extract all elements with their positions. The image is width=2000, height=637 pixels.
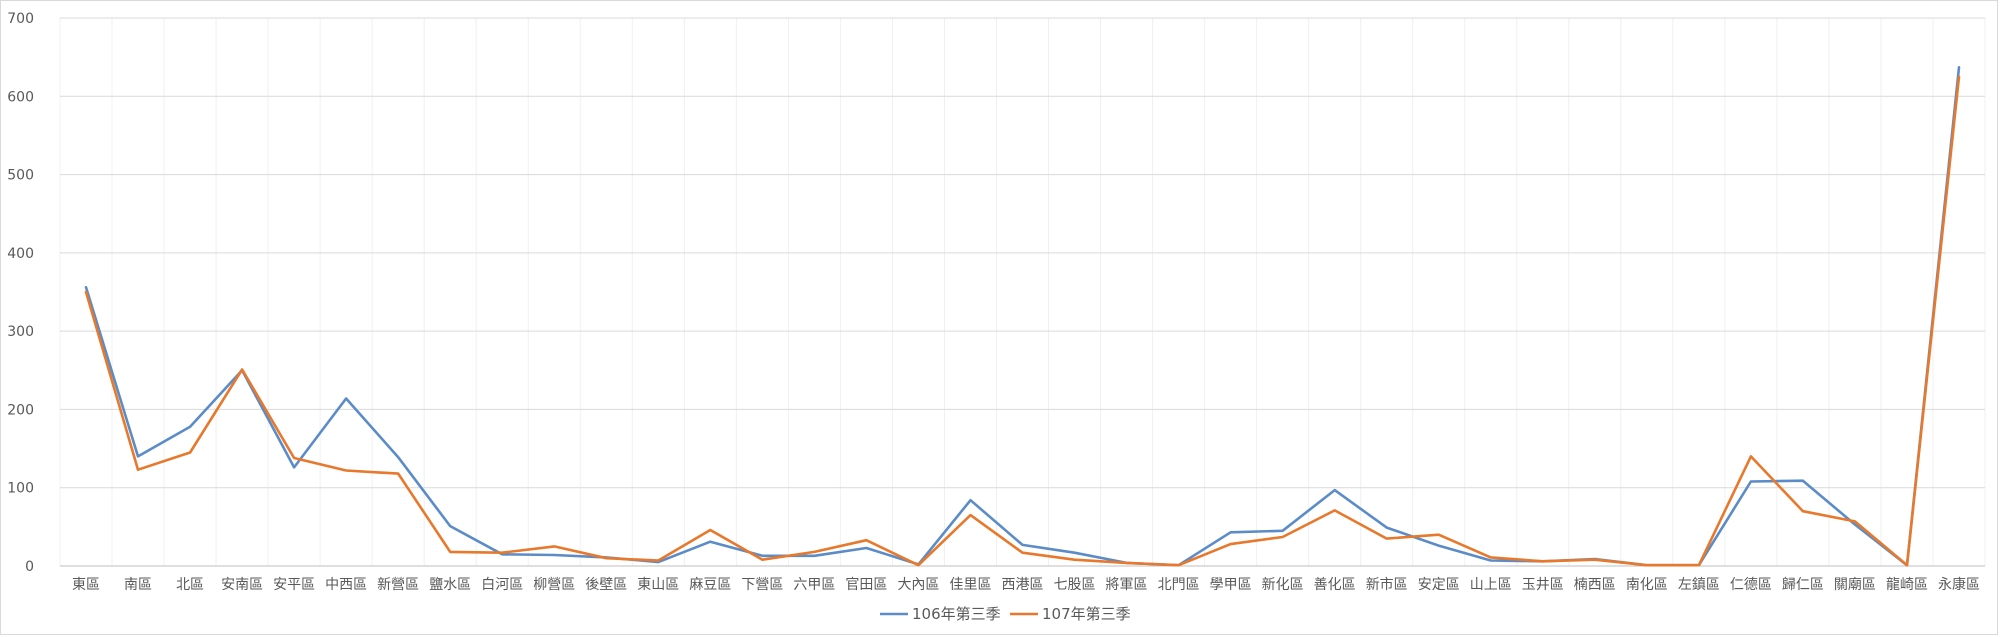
x-tick-label: 後壁區 <box>585 577 627 593</box>
x-tick-label: 安南區 <box>221 577 263 593</box>
x-tick-label: 仁德區 <box>1730 577 1772 593</box>
x-tick-label: 關廟區 <box>1834 576 1876 593</box>
x-tick-label: 麻豆區 <box>689 577 731 593</box>
x-tick-label: 永康區 <box>1938 576 1980 593</box>
x-tick-label: 安平區 <box>273 577 315 593</box>
x-tick-label: 佳里區 <box>949 577 991 593</box>
x-tick-label: 大內區 <box>897 577 939 593</box>
y-axis-tick-labels: 0 100 200 300 400 500 600 700 <box>7 11 34 575</box>
x-tick-label: 六甲區 <box>793 577 835 593</box>
x-tick-label: 南化區 <box>1626 577 1668 593</box>
x-tick-label: 東山區 <box>637 577 679 593</box>
x-axis-tick-labels: 東區 南區 北區 安南區 安平區 中西區 新營區 鹽水區 白河區 柳營區 後壁區 東山區 麻豆區 下營區六… <box>72 576 1980 593</box>
x-tick-label: 新市區 <box>1366 576 1408 593</box>
series-layer <box>84 66 1961 567</box>
x-tick-label: 新化區 <box>1262 577 1304 593</box>
y-tick-label: 700 <box>7 11 34 27</box>
y-tick-label: 300 <box>7 324 34 340</box>
y-tick-label: 400 <box>7 246 34 262</box>
legend-label-1: 106年第三季 <box>912 605 1001 623</box>
x-tick-label: 新營區 <box>377 577 419 593</box>
y-tick-label: 200 <box>7 402 34 418</box>
x-tick-label: 下營區 <box>741 577 783 593</box>
x-tick-label: 官田區 <box>845 577 887 593</box>
series-line-1 <box>84 66 1961 567</box>
x-tick-label: 學甲區 <box>1210 577 1252 593</box>
x-tick-label: 龍崎區 <box>1886 576 1928 593</box>
x-tick-label: 西港區 <box>1002 577 1044 593</box>
x-tick-label: 安定區 <box>1418 577 1460 593</box>
x-tick-label: 北門區 <box>1158 577 1200 593</box>
x-tick-label: 將軍區 <box>1106 577 1148 593</box>
legend-label-2: 107年第三季 <box>1042 605 1131 623</box>
x-tick-label: 南區 <box>124 577 152 593</box>
x-tick-label: 七股區 <box>1054 577 1096 593</box>
x-tick-label: 東區 <box>72 577 100 593</box>
y-tick-label: 0 <box>25 559 34 575</box>
x-tick-label: 楠西區 <box>1574 577 1616 593</box>
grid-layer <box>59 17 1986 567</box>
legend: 106年第三季 107年第三季 <box>880 605 1131 623</box>
y-tick-label: 500 <box>7 168 34 184</box>
x-tick-label: 山上區 <box>1470 577 1512 593</box>
x-tick-label: 歸仁區 <box>1782 576 1824 593</box>
y-tick-label: 100 <box>7 481 34 497</box>
x-tick-label: 北區 <box>176 577 204 593</box>
x-tick-label: 玉井區 <box>1522 577 1564 593</box>
series-line-2 <box>84 75 1961 567</box>
x-tick-label: 白河區 <box>481 577 523 593</box>
x-tick-label: 善化區 <box>1314 577 1356 593</box>
x-tick-label: 左鎮區 <box>1678 577 1720 593</box>
x-tick-label: 柳營區 <box>533 576 575 593</box>
y-tick-label: 600 <box>7 89 34 105</box>
x-tick-label: 中西區 <box>325 577 367 593</box>
x-tick-label: 鹽水區 <box>429 577 471 593</box>
